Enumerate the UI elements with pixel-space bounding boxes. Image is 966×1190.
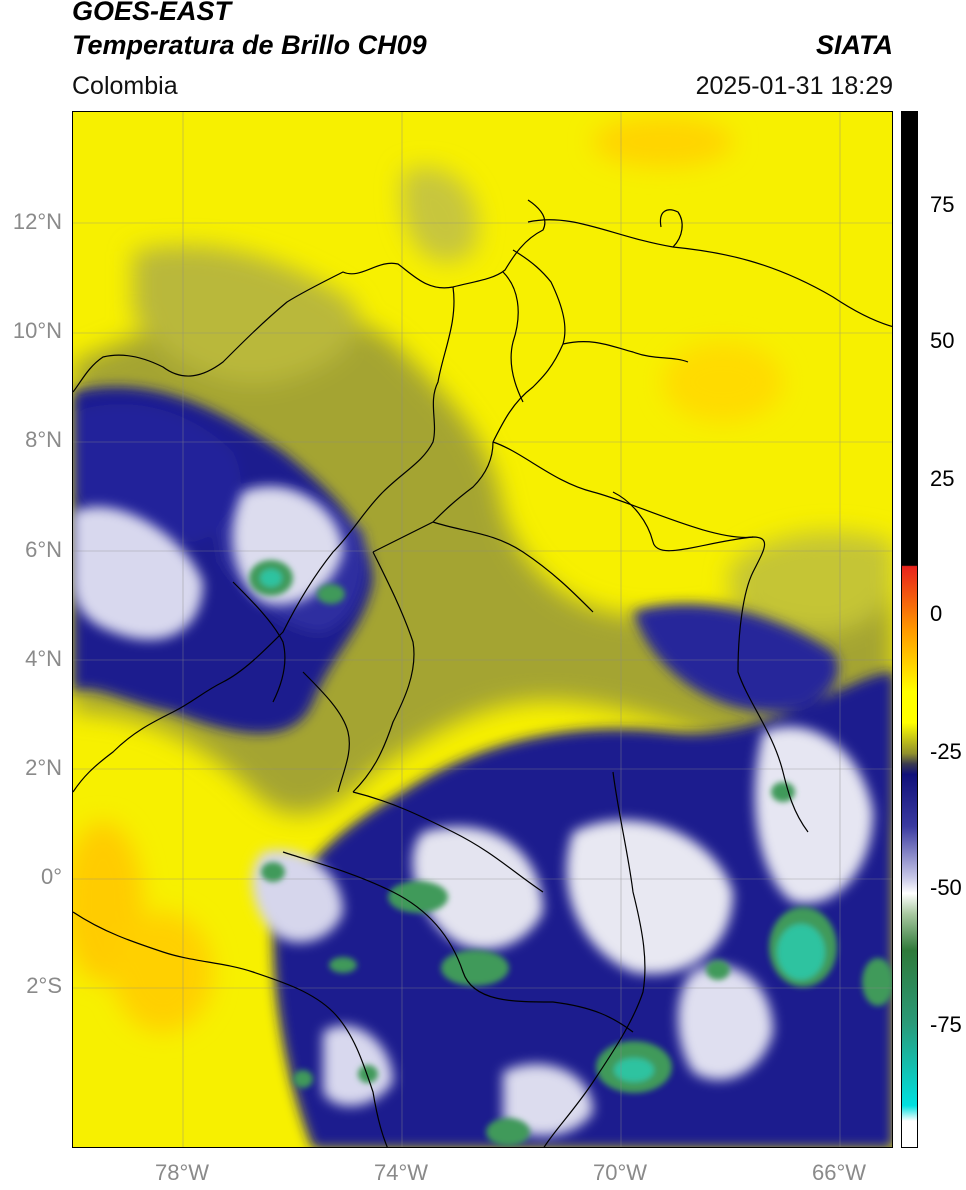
colorbar-label-neg50: -50: [930, 875, 962, 900]
lon-label-74w: 74°W: [373, 1160, 429, 1185]
bright-cloud-tops: [73, 486, 873, 1136]
lon-label-66w: 66°W: [811, 1160, 867, 1185]
lon-label-78w: 78°W: [154, 1160, 210, 1185]
agency-label: SIATA: [816, 30, 893, 60]
product-title: Temperatura de Brillo CH09: [72, 30, 427, 60]
colorbar-label-neg75: -75: [930, 1012, 962, 1037]
colorbar-label-25: 25: [930, 466, 955, 491]
map-canvas: [73, 112, 892, 1147]
coldest-tops: [249, 560, 892, 1146]
lat-label-4n: 4°N: [25, 646, 62, 671]
satellite-map: [72, 111, 893, 1148]
region-label: Colombia: [72, 72, 178, 100]
colorbar: [901, 111, 918, 1148]
colorbar-label-50: 50: [930, 328, 955, 353]
colorbar-label-neg25: -25: [930, 739, 962, 764]
graticule: [73, 112, 892, 1147]
datetime-label: 2025-01-31 18:29: [695, 72, 893, 100]
boundaries: [73, 199, 892, 1147]
colorbar-label-75: 75: [930, 192, 955, 217]
colorbar-gradient: [902, 112, 917, 1147]
lat-label-2s: 2°S: [26, 973, 62, 998]
lat-label-10n: 10°N: [12, 318, 62, 343]
lat-label-0: 0°: [40, 864, 62, 889]
lat-label-2n: 2°N: [25, 755, 62, 780]
lon-label-70w: 70°W: [592, 1160, 648, 1185]
lat-label-12n: 12°N: [12, 209, 62, 234]
warm-spots: [73, 117, 783, 1032]
lat-label-6n: 6°N: [25, 537, 62, 562]
lat-label-8n: 8°N: [25, 427, 62, 452]
satellite-title: GOES-EAST: [72, 0, 232, 26]
colorbar-label-0: 0: [930, 601, 943, 626]
